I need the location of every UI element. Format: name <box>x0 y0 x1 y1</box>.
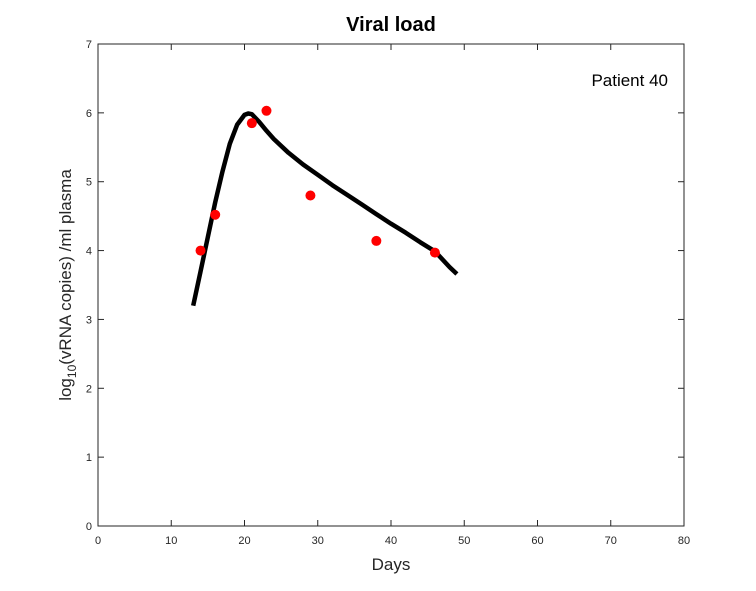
plot-area: 0 10 20 30 40 50 60 70 80 0 1 2 3 4 5 6 7 <box>86 39 690 547</box>
x-tick-label: 80 <box>678 535 690 547</box>
x-tick-label: 50 <box>458 535 470 547</box>
data-point <box>195 245 206 256</box>
y-tick-label: 3 <box>86 314 92 326</box>
model-curve <box>191 111 459 307</box>
data-point <box>371 235 382 246</box>
x-tick-label: 0 <box>95 535 101 547</box>
observed-points <box>195 105 440 258</box>
axes-box <box>97 43 685 527</box>
data-point <box>305 190 316 201</box>
data-point <box>261 105 272 116</box>
model-curve-line <box>191 111 459 307</box>
y-tick-label: 0 <box>86 521 92 533</box>
y-axis-label: log10(vRNA copies) /ml plasma <box>56 169 79 401</box>
patient-annotation: Patient 40 <box>591 71 668 90</box>
x-axis-label: Days <box>372 555 411 574</box>
axis-ticks <box>97 43 685 527</box>
x-tick-label: 10 <box>165 535 177 547</box>
y-tick-label: 1 <box>86 452 92 464</box>
data-point <box>246 118 257 129</box>
data-point <box>210 209 221 220</box>
data-point <box>429 247 440 258</box>
y-tick-label: 6 <box>86 108 92 120</box>
x-tick-label: 70 <box>605 535 617 547</box>
x-tick-label: 30 <box>312 535 324 547</box>
y-axis-label-subscript: 10 <box>65 364 79 378</box>
chart-title: Viral load <box>346 14 436 36</box>
x-tick-label: 20 <box>238 535 250 547</box>
y-tick-label: 2 <box>86 383 92 395</box>
y-axis-label-suffix: (vRNA copies) /ml plasma <box>56 169 75 365</box>
y-tick-label: 4 <box>86 246 92 258</box>
y-axis-label-prefix: log <box>56 378 75 401</box>
axis-tick-labels: 0 10 20 30 40 50 60 70 80 0 1 2 3 4 5 6 7 <box>86 39 690 547</box>
x-tick-label: 60 <box>531 535 543 547</box>
y-tick-label: 5 <box>86 177 92 189</box>
x-tick-label: 40 <box>385 535 397 547</box>
y-tick-label: 7 <box>86 39 92 51</box>
